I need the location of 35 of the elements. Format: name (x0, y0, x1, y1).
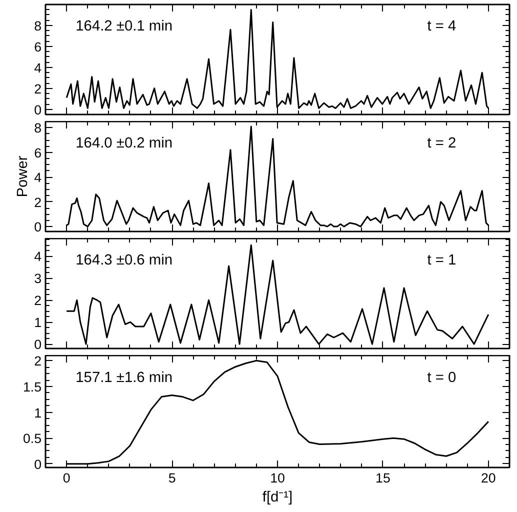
annotation: 164.3 ±0.6 min (76, 252, 173, 268)
y-tick-label: 4 (34, 60, 42, 76)
x-axis-title: f[d⁻¹] (262, 490, 293, 506)
annotation: 164.0 ±0.2 min (76, 136, 173, 152)
x-tick-label: 5 (168, 470, 176, 486)
y-tick-label: 2 (34, 81, 42, 96)
y-tick-label: 0 (34, 456, 42, 472)
y-tick-label: 0 (34, 102, 42, 118)
annotation: 164.2 ±0.1 min (76, 18, 173, 34)
y-tick-label: 6 (34, 145, 42, 160)
x-tick-label: 15 (376, 470, 390, 486)
y-tick-label: 0 (34, 337, 42, 352)
y-tick-label: 1 (34, 405, 42, 420)
y-tick-label: 1 (34, 315, 42, 330)
y-tick-label: 2 (34, 293, 42, 308)
y-tick-label: 4 (34, 170, 42, 186)
annotation: t = 2 (427, 136, 456, 152)
y-tick-label: 2 (34, 194, 42, 210)
y-tick-label: 2 (34, 354, 42, 369)
annotation: t = 1 (427, 252, 456, 268)
y-axis-title: Power (15, 156, 32, 198)
annotation: t = 0 (427, 370, 456, 386)
y-tick-label: 3 (34, 271, 42, 286)
annotation: t = 4 (427, 18, 456, 34)
y-tick-label: 4 (34, 249, 42, 264)
y-tick-label: 1.5 (22, 379, 42, 394)
y-tick-label: 8 (34, 18, 42, 34)
x-tick-label: 20 (480, 470, 496, 486)
x-tick-label: 0 (62, 470, 70, 486)
y-tick-label: 0 (34, 220, 42, 235)
y-tick-label: 8 (34, 120, 42, 136)
y-tick-label: 0.5 (22, 431, 42, 446)
annotation: 157.1 ±1.6 min (76, 370, 173, 386)
y-tick-label: 6 (34, 39, 42, 54)
x-tick-label: 10 (270, 470, 285, 486)
